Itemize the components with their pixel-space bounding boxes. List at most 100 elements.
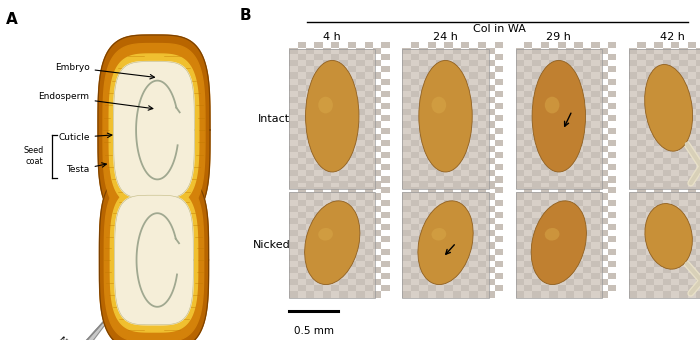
Bar: [629, 279, 638, 285]
Bar: [671, 42, 679, 48]
Bar: [495, 66, 503, 72]
Bar: [461, 91, 470, 97]
Bar: [444, 249, 453, 255]
Bar: [629, 158, 638, 164]
Bar: [373, 255, 382, 261]
Bar: [533, 206, 541, 212]
Bar: [323, 230, 331, 236]
Bar: [436, 181, 445, 187]
Ellipse shape: [306, 61, 359, 172]
Bar: [583, 146, 592, 152]
Bar: [436, 267, 445, 273]
Bar: [356, 181, 365, 187]
Bar: [583, 60, 592, 66]
Bar: [402, 218, 411, 224]
Bar: [558, 42, 566, 48]
Bar: [583, 218, 592, 224]
Bar: [550, 279, 558, 285]
Bar: [306, 109, 314, 115]
Bar: [478, 164, 486, 170]
Bar: [495, 79, 503, 85]
Bar: [662, 183, 671, 189]
Text: Nicked: Nicked: [253, 240, 290, 250]
Bar: [583, 193, 592, 200]
Bar: [524, 200, 533, 206]
Bar: [566, 85, 575, 91]
Bar: [365, 285, 373, 291]
Bar: [402, 109, 411, 115]
Bar: [411, 54, 419, 60]
Bar: [533, 170, 541, 176]
Bar: [638, 42, 646, 48]
Bar: [638, 285, 646, 291]
Bar: [306, 146, 314, 152]
Bar: [662, 206, 671, 212]
Bar: [461, 200, 470, 206]
Bar: [533, 97, 541, 103]
Bar: [365, 176, 373, 183]
Bar: [696, 97, 700, 103]
Bar: [289, 85, 298, 91]
Bar: [638, 273, 646, 279]
Bar: [348, 187, 356, 193]
Polygon shape: [111, 188, 197, 332]
Bar: [289, 97, 298, 103]
Bar: [516, 218, 524, 224]
Bar: [419, 193, 428, 200]
Bar: [541, 249, 550, 255]
Bar: [298, 200, 306, 206]
Bar: [599, 85, 608, 91]
Bar: [558, 224, 566, 230]
Bar: [306, 97, 314, 103]
Bar: [478, 152, 486, 158]
Bar: [687, 212, 696, 218]
Bar: [428, 66, 436, 72]
Bar: [453, 242, 461, 249]
Bar: [679, 193, 687, 200]
Bar: [679, 72, 687, 79]
Bar: [646, 206, 654, 212]
Bar: [478, 66, 486, 72]
Bar: [340, 255, 348, 261]
Bar: [356, 183, 365, 189]
Bar: [373, 121, 382, 128]
Bar: [402, 121, 411, 128]
Bar: [575, 261, 583, 267]
Bar: [524, 164, 533, 170]
Bar: [470, 48, 478, 54]
Bar: [365, 200, 373, 206]
Bar: [486, 146, 495, 152]
Bar: [331, 273, 340, 279]
Bar: [382, 236, 390, 242]
Bar: [696, 255, 700, 261]
Bar: [331, 140, 340, 146]
Bar: [486, 279, 495, 285]
Bar: [486, 72, 495, 79]
Bar: [365, 224, 373, 230]
Bar: [566, 218, 575, 224]
Bar: [566, 170, 575, 176]
Bar: [629, 242, 638, 249]
Bar: [671, 152, 679, 158]
Bar: [365, 236, 373, 242]
Bar: [461, 249, 470, 255]
Bar: [419, 48, 428, 54]
Bar: [382, 79, 390, 85]
Bar: [687, 236, 696, 242]
Bar: [516, 183, 524, 189]
Bar: [478, 79, 486, 85]
Bar: [541, 152, 550, 158]
Bar: [356, 255, 365, 261]
Bar: [662, 170, 671, 176]
Bar: [453, 146, 461, 152]
Bar: [436, 85, 445, 91]
Bar: [365, 42, 373, 48]
Bar: [516, 109, 524, 115]
Bar: [428, 115, 436, 121]
Bar: [566, 109, 575, 115]
Bar: [436, 146, 445, 152]
Bar: [541, 224, 550, 230]
Bar: [453, 206, 461, 212]
Bar: [638, 54, 646, 60]
Bar: [373, 183, 382, 189]
